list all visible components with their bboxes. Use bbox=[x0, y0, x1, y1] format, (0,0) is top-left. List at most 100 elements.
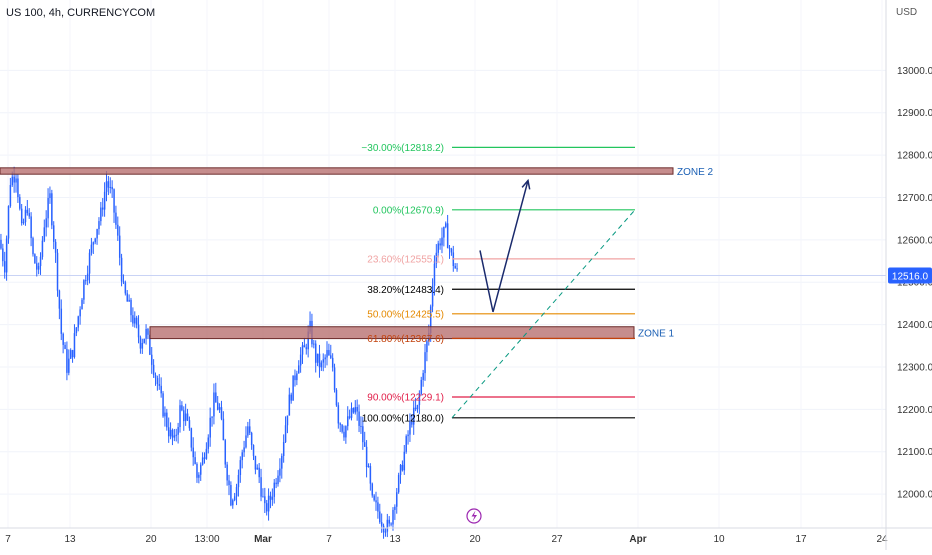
candle-body bbox=[350, 408, 353, 418]
candle-body bbox=[341, 424, 343, 432]
candle-body bbox=[3, 261, 6, 273]
candle-body bbox=[41, 240, 44, 257]
x-tick-label: 17 bbox=[795, 534, 807, 545]
candle-body bbox=[115, 212, 117, 225]
candle-body bbox=[2, 248, 4, 262]
candle-body bbox=[203, 457, 206, 459]
candle-body bbox=[320, 362, 323, 368]
candle-body bbox=[396, 492, 398, 507]
candle-body bbox=[85, 280, 87, 282]
candle-body bbox=[152, 364, 155, 375]
candle-body bbox=[249, 426, 251, 433]
candle-body bbox=[54, 241, 57, 253]
candle-body bbox=[192, 447, 194, 458]
candle-body bbox=[158, 384, 161, 386]
candle-body bbox=[166, 412, 168, 428]
candle-body bbox=[437, 243, 439, 253]
candle-body bbox=[19, 197, 21, 209]
candle-body bbox=[405, 436, 407, 452]
candle-body bbox=[151, 354, 153, 365]
candle-body bbox=[194, 457, 196, 464]
candle-body bbox=[262, 496, 264, 498]
candle-body bbox=[73, 333, 76, 358]
candle-body bbox=[360, 425, 362, 427]
candle-body bbox=[160, 385, 162, 394]
candle-body bbox=[175, 434, 178, 436]
candle-body bbox=[205, 448, 208, 459]
candle-body bbox=[382, 525, 385, 533]
candle-body bbox=[250, 432, 253, 446]
candle-body bbox=[179, 405, 181, 428]
candle-body bbox=[147, 328, 149, 335]
candle-body bbox=[314, 343, 317, 363]
candle-body bbox=[69, 350, 72, 359]
candle-body bbox=[60, 308, 63, 334]
candle-body bbox=[373, 495, 375, 501]
candle-body bbox=[220, 407, 223, 419]
candle-body bbox=[51, 193, 53, 226]
candle-body bbox=[324, 357, 326, 360]
candle-body bbox=[62, 333, 64, 345]
candle-body bbox=[414, 407, 417, 410]
candle-body bbox=[358, 411, 360, 426]
candle-body bbox=[52, 225, 55, 242]
candle-body bbox=[384, 531, 387, 533]
candle-body bbox=[450, 248, 453, 253]
candle-body bbox=[77, 316, 80, 328]
candle-body bbox=[409, 421, 411, 435]
candle-body bbox=[390, 523, 392, 525]
fib-level-label: 100.00%(12180.0) bbox=[362, 413, 444, 424]
y-tick-label: 12000.0 bbox=[897, 490, 932, 501]
candle-body bbox=[94, 238, 96, 243]
candle-body bbox=[0, 239, 2, 249]
candle-body bbox=[241, 452, 243, 461]
candle-body bbox=[228, 480, 230, 486]
candle-body bbox=[218, 407, 221, 410]
candle-body bbox=[17, 178, 19, 198]
candle-body bbox=[190, 428, 193, 448]
candle-body bbox=[403, 451, 406, 471]
candle-body bbox=[36, 263, 38, 270]
candle-body bbox=[318, 353, 321, 368]
candle-body bbox=[399, 464, 402, 476]
candle-body bbox=[339, 423, 341, 425]
candle-body bbox=[448, 248, 451, 250]
candle-body bbox=[326, 350, 328, 358]
candle-body bbox=[443, 226, 445, 238]
candle-body bbox=[132, 315, 134, 324]
candle-body bbox=[26, 209, 29, 214]
candle-body bbox=[68, 358, 70, 373]
candle-body bbox=[64, 344, 66, 349]
x-tick-label: 13 bbox=[64, 534, 76, 545]
candle-body bbox=[28, 213, 30, 217]
x-tick-label: Mar bbox=[254, 534, 272, 545]
candle-body bbox=[98, 221, 100, 230]
candle-body bbox=[13, 176, 15, 183]
fib-level-label: −30.00%(12818.2) bbox=[361, 143, 444, 154]
candle-body bbox=[375, 500, 377, 503]
candle-body bbox=[92, 242, 95, 245]
candle-body bbox=[86, 273, 89, 281]
fib-level-label: 38.20%(12483.4) bbox=[367, 285, 444, 296]
x-tick-label: 20 bbox=[145, 534, 157, 545]
fib-layer: −30.00%(12818.2) 0.00%(12670.9) 23.60%(125… bbox=[361, 143, 635, 424]
candle-body bbox=[184, 413, 187, 422]
candle-body bbox=[226, 464, 228, 481]
candle-body bbox=[22, 222, 25, 224]
candle-body bbox=[446, 223, 449, 249]
candle-body bbox=[5, 238, 8, 273]
candle-body bbox=[188, 420, 191, 429]
zone-layer: ZONE 2 ZONE 1 bbox=[0, 167, 714, 340]
candle-body bbox=[117, 224, 119, 236]
symbol-title: US 100, 4h, CURRENCYCOM bbox=[6, 7, 156, 19]
candle-body bbox=[313, 343, 315, 345]
candle-body bbox=[200, 464, 202, 475]
candle-body bbox=[126, 293, 129, 302]
projection-arrow-head bbox=[521, 178, 531, 190]
candle-body bbox=[284, 425, 287, 443]
candle-body bbox=[435, 252, 438, 264]
candle-body bbox=[367, 466, 370, 468]
candle-body bbox=[292, 375, 294, 401]
